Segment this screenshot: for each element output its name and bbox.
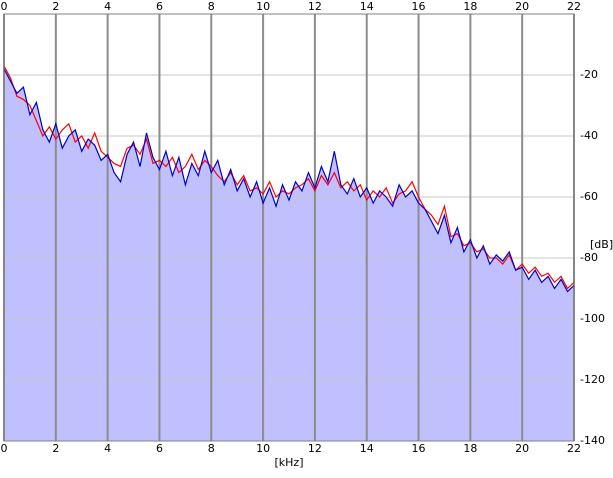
- x-tick-label: 14: [360, 442, 374, 455]
- spectrum-line: [3, 65, 575, 290]
- x-tick-label: 18: [463, 0, 477, 13]
- y-tick-label: -80: [580, 251, 598, 264]
- x-tick-label: 20: [515, 442, 529, 455]
- x-tick-label: 22: [567, 0, 581, 13]
- x-tick-label: 0: [1, 442, 8, 455]
- x-tick-label: 6: [156, 0, 163, 13]
- spectrum-line: [3, 68, 575, 293]
- x-tick-label: 20: [515, 0, 529, 13]
- x-tick-label: 12: [308, 442, 322, 455]
- x-tick-label: 8: [208, 0, 215, 13]
- y-tick-label: -40: [580, 129, 598, 142]
- y-axis-label: [dB]: [590, 238, 613, 251]
- x-tick-label: 2: [52, 442, 59, 455]
- x-tick-label: 2: [52, 0, 59, 13]
- y-tick-label: -120: [580, 373, 605, 386]
- x-tick-label: 4: [104, 0, 111, 13]
- y-tick-label: -60: [580, 190, 598, 203]
- spectrum-fill: [4, 68, 574, 442]
- x-tick-label: 14: [360, 0, 374, 13]
- x-tick-label: 16: [412, 442, 426, 455]
- x-tick-label: 18: [463, 442, 477, 455]
- x-tick-label: 10: [256, 442, 270, 455]
- x-tick-label: 6: [156, 442, 163, 455]
- plot-frame: [3, 13, 575, 442]
- x-tick-label: 16: [412, 0, 426, 13]
- y-tick-label: -100: [580, 312, 605, 325]
- y-tick-label: -20: [580, 68, 598, 81]
- x-tick-label: 4: [104, 442, 111, 455]
- x-tick-label: 10: [256, 0, 270, 13]
- x-tick-label: 0: [1, 0, 8, 13]
- x-tick-label: 8: [208, 442, 215, 455]
- x-tick-label: 22: [567, 442, 581, 455]
- x-axis-label: [kHz]: [275, 456, 304, 469]
- x-tick-label: 12: [308, 0, 322, 13]
- y-tick-label: -140: [580, 434, 605, 447]
